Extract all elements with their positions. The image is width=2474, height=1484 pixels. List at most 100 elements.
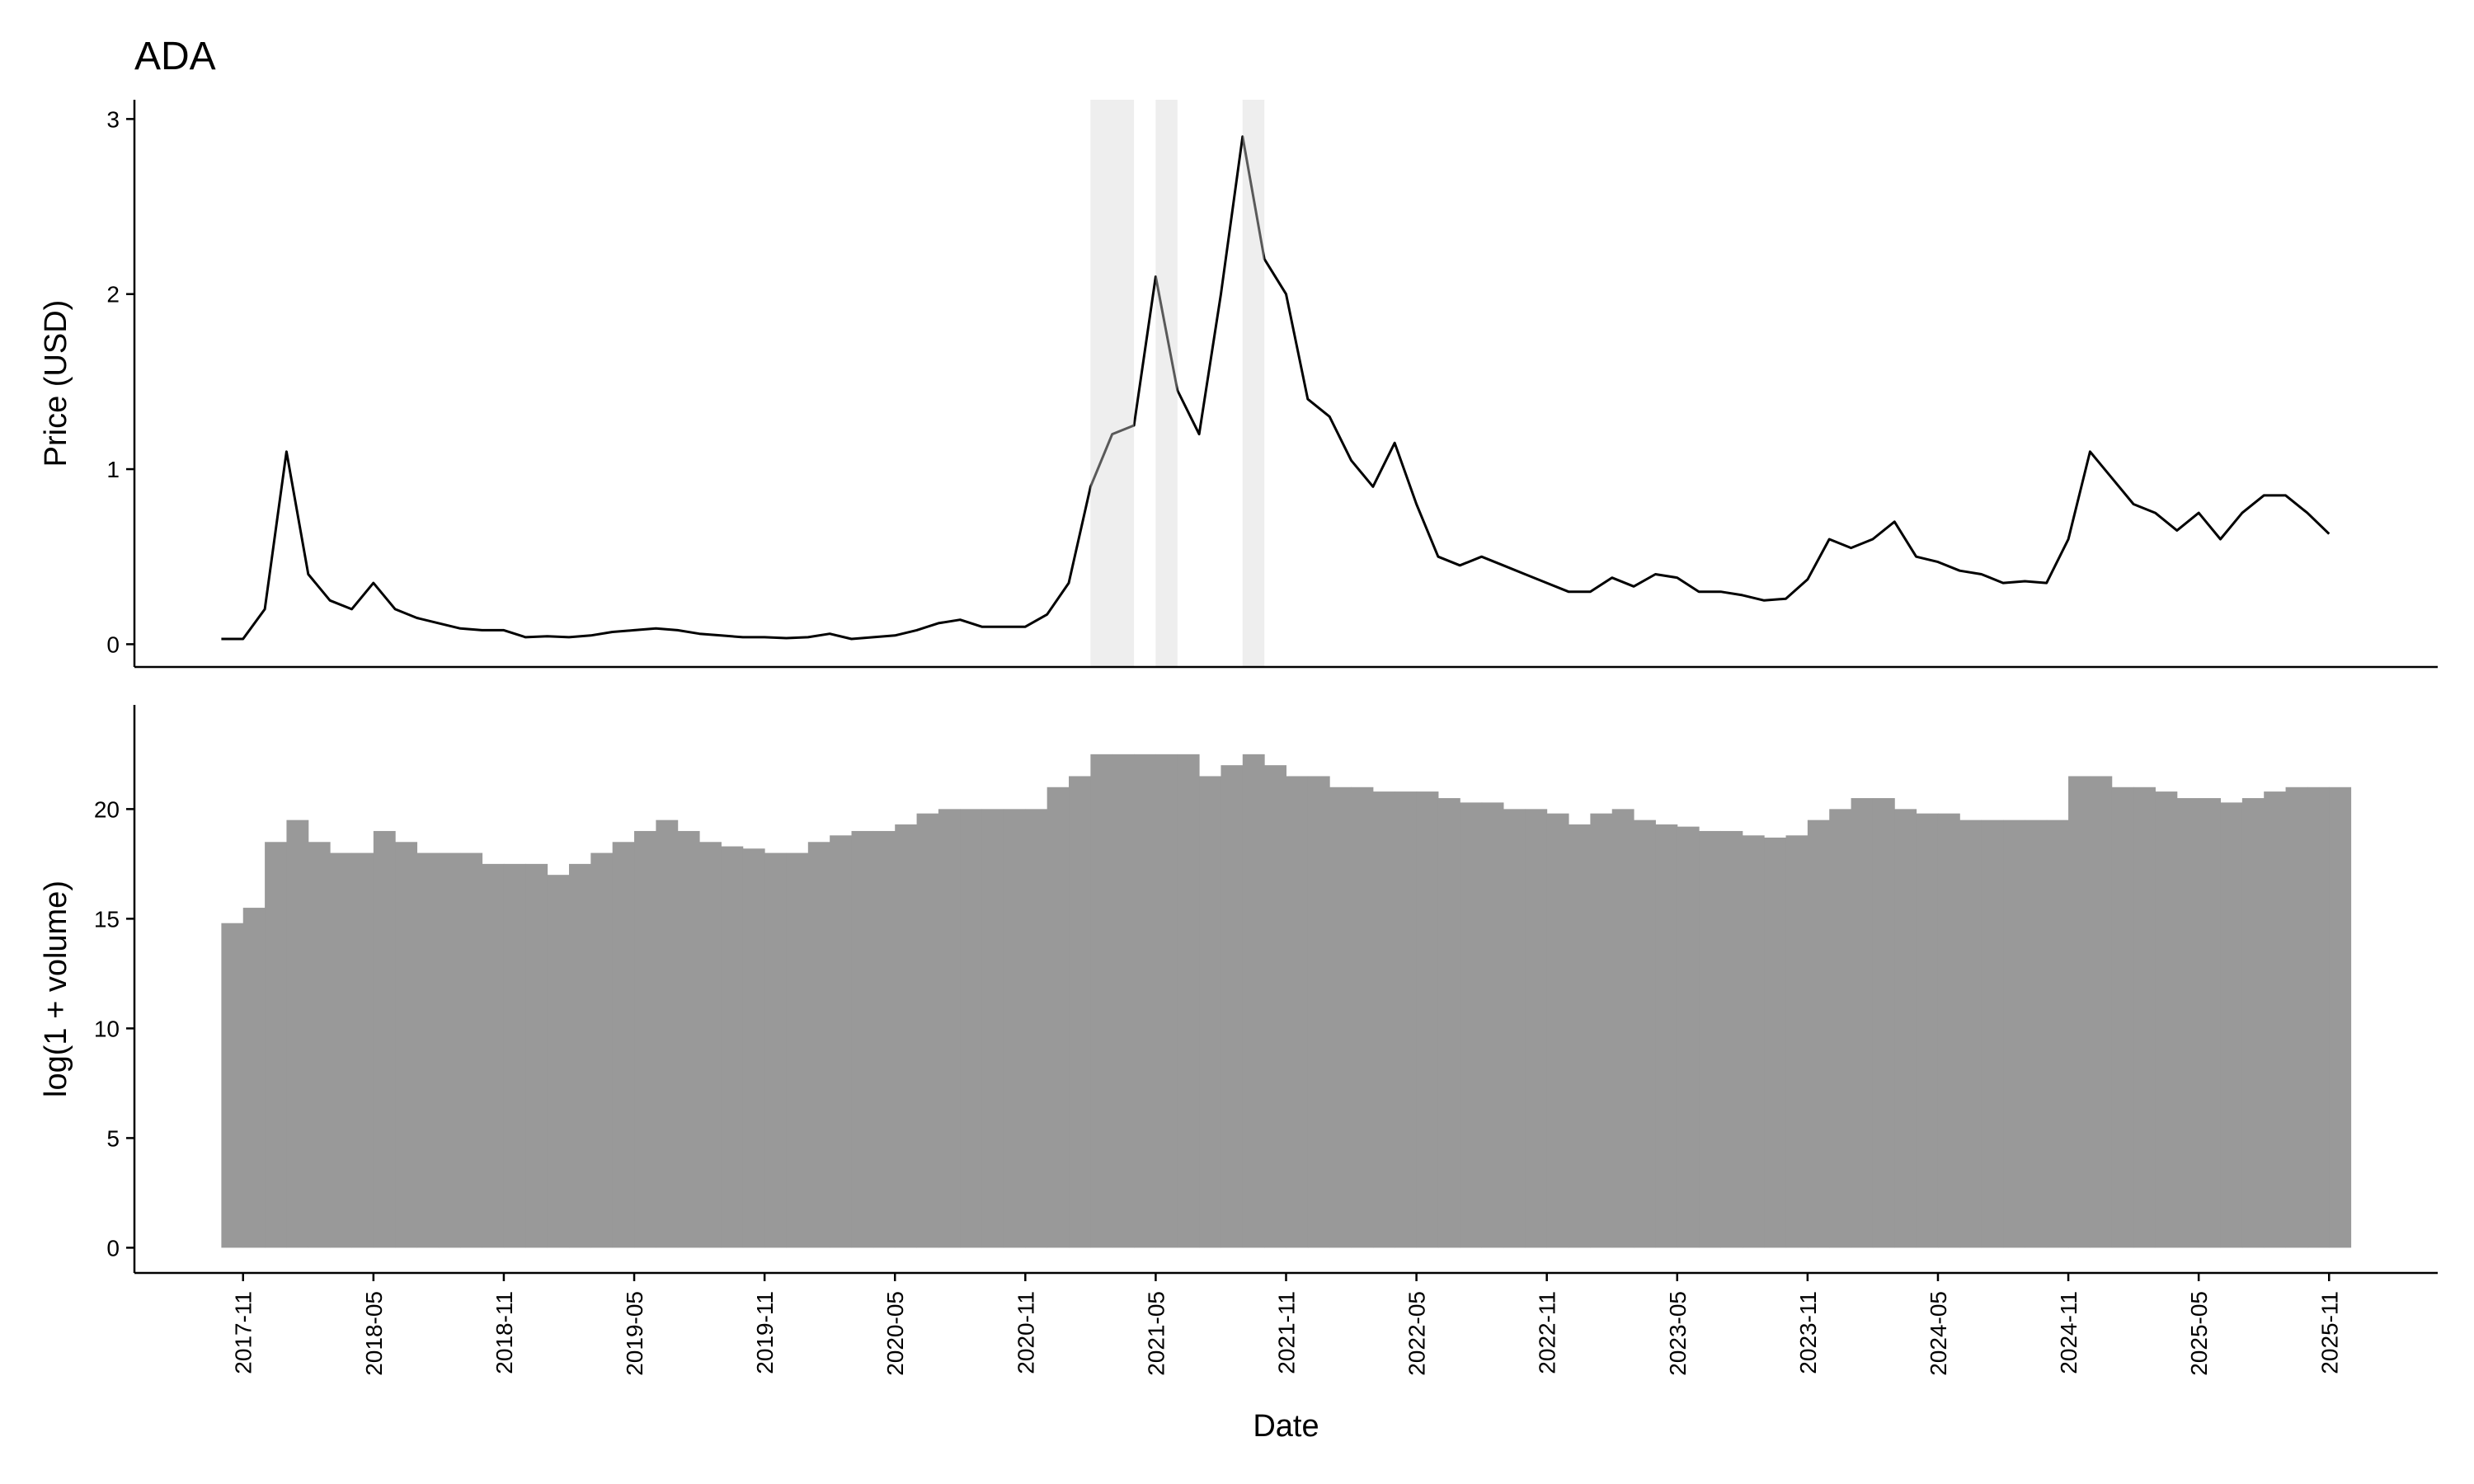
x-tick-label: 2018-11: [492, 1291, 517, 1374]
x-tick-label: 2025-11: [2316, 1291, 2342, 1374]
volume-bar: [1307, 776, 1330, 1248]
volume-bar: [1894, 809, 1917, 1248]
price-line: [221, 135, 2331, 641]
volume-bar: [1047, 787, 1070, 1248]
x-tick-label: 2018-05: [361, 1291, 387, 1376]
volume-bar: [1764, 837, 1787, 1248]
volume-bar: [1460, 802, 1483, 1248]
volume-bar: [981, 809, 1004, 1248]
x-tick-label: 2025-05: [2186, 1291, 2212, 1376]
chart-title: ADA: [134, 35, 216, 78]
volume-bar: [2046, 819, 2069, 1248]
volume-bar: [590, 852, 614, 1248]
volume-bar: [330, 852, 352, 1248]
y-axis-title: Price (USD): [39, 300, 73, 467]
volume-bar: [1481, 802, 1504, 1248]
y-tick-label: 3: [106, 106, 120, 132]
volume-bar: [1785, 835, 1808, 1248]
volume-bar: [1851, 798, 1874, 1248]
volume-bar: [351, 852, 374, 1248]
volume-bar: [373, 830, 396, 1248]
volume-bar: [1611, 809, 1634, 1248]
volume-bar: [2264, 791, 2287, 1248]
volume-bar: [1069, 776, 1091, 1248]
volume-bar: [1590, 813, 1613, 1248]
x-tick-label: 2023-05: [1665, 1291, 1691, 1376]
volume-bar: [1221, 765, 1244, 1248]
highlight-overlay: [1242, 100, 1265, 667]
volume-bar: [2220, 802, 2243, 1248]
highlight-band: [1155, 100, 1178, 667]
volume-bar: [2090, 776, 2113, 1248]
volume-bar: [1242, 754, 1265, 1248]
volume-bar: [547, 875, 570, 1248]
volume-bar: [1546, 813, 1569, 1248]
volume-bar: [1134, 754, 1156, 1248]
volume-bar: [2329, 787, 2352, 1248]
volume-bar: [308, 842, 331, 1248]
volume-bar: [1916, 813, 1939, 1248]
highlight-overlay: [1090, 100, 1135, 667]
volume-bar: [286, 819, 309, 1248]
volume-bar: [2285, 787, 2308, 1248]
volume-bar: [721, 846, 744, 1248]
volume-bar: [807, 842, 830, 1248]
volume-bar: [1569, 824, 1591, 1248]
volume-bar: [612, 842, 635, 1248]
volume-bar: [2003, 819, 2025, 1248]
x-tick-label: 2020-11: [1013, 1291, 1038, 1374]
volume-bar: [1025, 809, 1048, 1248]
volume-bar: [1655, 824, 1678, 1248]
volume-bar: [764, 852, 787, 1248]
x-tick-label: 2020-05: [882, 1291, 908, 1376]
volume-bar: [525, 863, 548, 1248]
volume-bar: [2111, 787, 2134, 1248]
volume-bar: [438, 852, 461, 1248]
volume-bar: [482, 863, 505, 1248]
y-tick-label: 10: [94, 1016, 120, 1041]
volume-bar: [1720, 830, 1743, 1248]
volume-bar: [1329, 787, 1352, 1248]
volume-bar: [2307, 787, 2330, 1248]
volume-bar: [1677, 826, 1700, 1248]
volume-bar: [1503, 809, 1526, 1248]
y-tick-label: 2: [106, 282, 120, 308]
volume-bar: [1003, 809, 1026, 1248]
x-tick-label: 2022-05: [1404, 1291, 1430, 1376]
volume-bar: [742, 848, 765, 1248]
volume-bar: [1416, 791, 1439, 1248]
volume-bar: [1872, 798, 1895, 1248]
volume-bar: [416, 852, 440, 1248]
volume-bar: [503, 863, 526, 1248]
y-tick-label: 1: [106, 457, 120, 482]
volume-bar: [395, 842, 418, 1248]
volume-bar: [1742, 835, 1765, 1248]
x-tick-label: 2019-05: [622, 1291, 647, 1376]
y-axis-title: log(1 + volume): [39, 881, 73, 1097]
x-tick-label: 2024-11: [2056, 1291, 2081, 1374]
volume-bar: [786, 852, 809, 1248]
volume-bar: [960, 809, 983, 1248]
volume-bar: [242, 908, 266, 1248]
volume-bar: [677, 830, 700, 1248]
highlight-overlay: [1155, 100, 1178, 667]
volume-bar: [1829, 809, 1852, 1248]
volume-bar: [221, 923, 244, 1248]
volume-bar: [1112, 754, 1135, 1248]
volume-bar: [916, 813, 939, 1248]
volume-bar: [1177, 754, 1200, 1248]
volume-bar: [1981, 819, 2004, 1248]
volume-bar: [851, 830, 874, 1248]
x-tick-label: 2023-11: [1795, 1291, 1821, 1374]
x-axis-title: Date: [1253, 1409, 1319, 1444]
volume-bar: [1937, 813, 1960, 1248]
volume-bar: [1959, 819, 1982, 1248]
y-tick-label: 15: [94, 906, 120, 932]
volume-bar: [2133, 787, 2156, 1248]
volume-bar: [895, 824, 918, 1248]
volume-bar: [1634, 819, 1656, 1248]
volume-bar: [1264, 765, 1286, 1248]
volume-bar: [460, 852, 483, 1248]
